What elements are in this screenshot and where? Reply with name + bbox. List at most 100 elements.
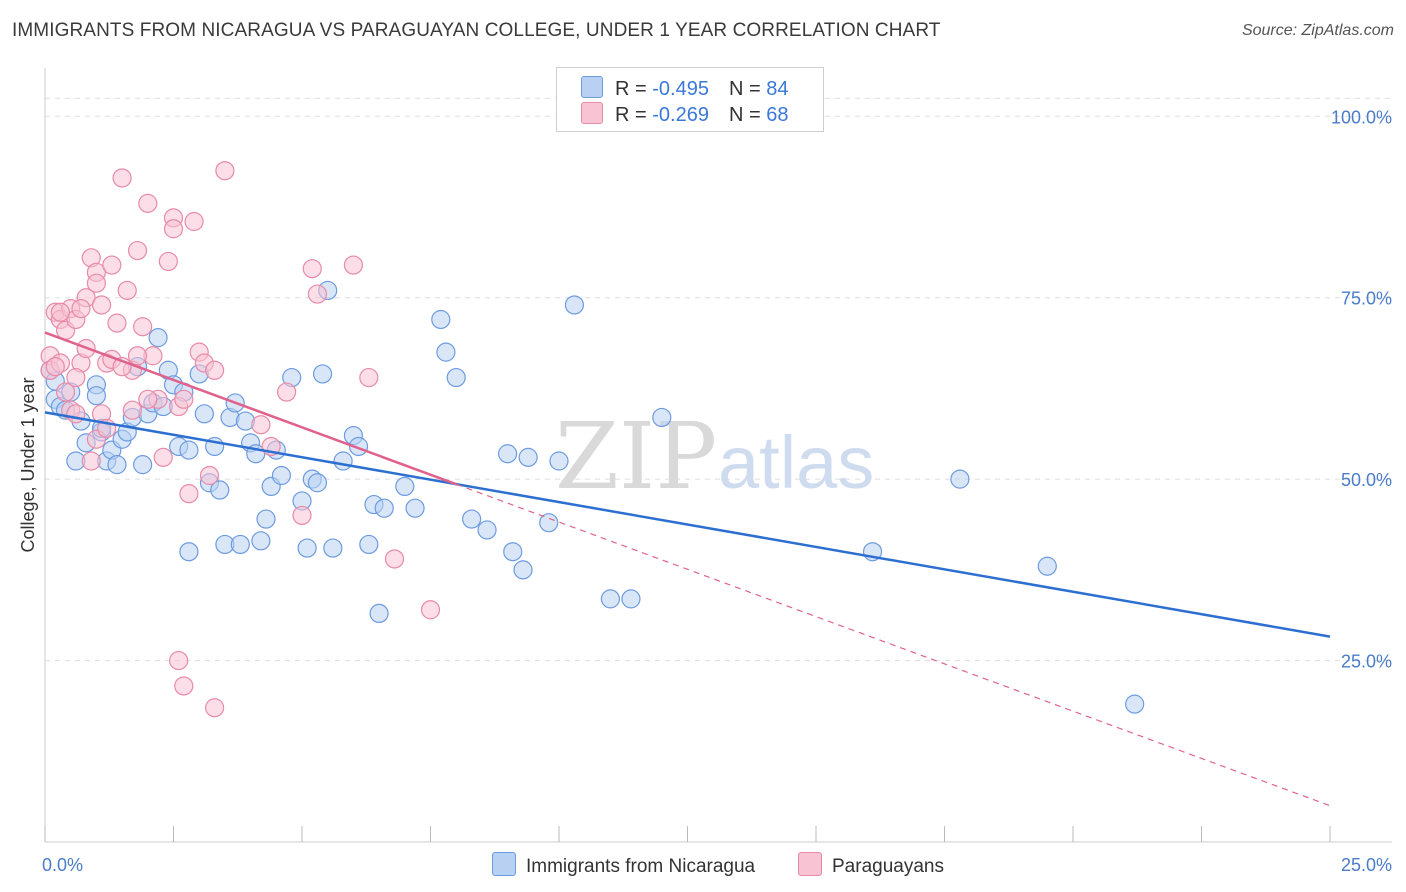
point-paraguayans-21 xyxy=(127,240,148,261)
point-paraguayans-14 xyxy=(91,295,112,315)
legend-r-value-1: -0.495 xyxy=(652,78,709,100)
point-nicaragua-9 xyxy=(86,386,107,406)
point-nicaragua-60 xyxy=(405,498,425,518)
point-nicaragua-55 xyxy=(359,534,379,555)
legend-row-paraguayans: R = -0.269 N = 68 xyxy=(581,102,788,128)
point-nicaragua-74 xyxy=(621,589,641,609)
bottom-legend-paraguayans: Paraguayans xyxy=(798,852,944,878)
point-paraguayans-45 xyxy=(343,255,363,275)
point-paraguayans-56 xyxy=(66,367,86,388)
point-nicaragua-52 xyxy=(333,451,353,471)
point-paraguayans-26 xyxy=(153,447,173,467)
grid-lines xyxy=(45,97,1392,662)
point-paraguayans-47 xyxy=(384,549,405,569)
chart-title: IMMIGRANTS FROM NICARAGUA VS PARAGUAYAN … xyxy=(12,20,941,41)
point-nicaragua-57 xyxy=(369,603,389,624)
trend-line-paraguayans-extension xyxy=(455,483,1331,807)
point-paraguayans-62 xyxy=(71,299,91,319)
point-nicaragua-72 xyxy=(564,295,585,315)
point-nicaragua-58 xyxy=(374,498,394,518)
tick-labels: 25.0% 50.0% 75.0% 100.0% 0.0% 25.0% xyxy=(42,107,1392,875)
point-paraguayans-38 xyxy=(215,161,235,181)
point-nicaragua-26 xyxy=(179,440,199,460)
point-paraguayans-67 xyxy=(122,400,142,420)
point-nicaragua-70 xyxy=(539,513,559,533)
bottom-legend-label-1: Immigrants from Nicaragua xyxy=(526,856,756,877)
point-nicaragua-66 xyxy=(498,444,518,464)
point-paraguayans-46 xyxy=(359,367,379,388)
point-nicaragua-64 xyxy=(462,509,482,529)
point-paraguayans-49 xyxy=(169,650,189,671)
point-nicaragua-62 xyxy=(436,342,456,362)
legend-row-nicaragua: R = -0.495 N = 84 xyxy=(581,76,788,102)
point-paraguayans-48 xyxy=(420,600,441,620)
point-paraguayans-60 xyxy=(138,389,158,409)
x-tick-label-1: 25.0% xyxy=(1341,855,1392,875)
point-nicaragua-71 xyxy=(549,451,569,471)
point-paraguayans-36 xyxy=(199,465,220,486)
point-paraguayans-61 xyxy=(50,302,71,322)
watermark: ZIP atlas xyxy=(555,403,874,510)
point-paraguayans-42 xyxy=(292,505,312,526)
axes xyxy=(44,68,1392,843)
point-nicaragua-49 xyxy=(312,364,333,384)
point-paraguayans-18 xyxy=(112,168,132,188)
point-paraguayans-59 xyxy=(127,346,148,366)
trend-lines xyxy=(44,331,1331,807)
point-nicaragua-75 xyxy=(652,407,672,428)
bottom-legend-nicaragua: Immigrants from Nicaragua xyxy=(492,852,755,878)
legend-n-label-1: N = xyxy=(728,78,767,100)
point-nicaragua-40 xyxy=(256,509,276,529)
y-tick-label-3: 100.0% xyxy=(1331,107,1392,127)
point-paraguayans-57 xyxy=(81,451,101,471)
point-paraguayans-66 xyxy=(66,404,86,424)
legend-n-label-2: N = xyxy=(728,104,767,126)
trend-line-paraguayans xyxy=(44,331,457,486)
point-nicaragua-73 xyxy=(600,589,621,609)
point-nicaragua-27 xyxy=(179,542,199,562)
point-paraguayans-65 xyxy=(55,382,76,402)
y-tick-label-1: 50.0% xyxy=(1341,470,1392,490)
point-paraguayans-43 xyxy=(302,259,322,279)
y-tick-label-2: 75.0% xyxy=(1341,289,1392,309)
legend-n-value-1: 84 xyxy=(766,78,789,100)
trend-line-nicaragua xyxy=(44,411,1331,638)
point-nicaragua-46 xyxy=(297,538,317,558)
bottom-legend-label-2: Paraguayans xyxy=(832,856,944,877)
point-paraguayans-31 xyxy=(174,389,194,409)
point-nicaragua-59 xyxy=(395,476,415,496)
point-nicaragua-32 xyxy=(210,480,230,500)
point-paraguayans-13 xyxy=(86,273,107,293)
point-paraguayans-19 xyxy=(117,280,137,301)
point-nicaragua-43 xyxy=(271,465,292,486)
series-paraguayans xyxy=(40,161,441,718)
point-paraguayans-16 xyxy=(102,255,122,275)
legend-r-value-2: -0.269 xyxy=(652,104,709,126)
point-nicaragua-51 xyxy=(323,538,343,558)
point-paraguayans-33 xyxy=(184,211,204,232)
point-paraguayans-23 xyxy=(138,193,158,213)
point-nicaragua-79 xyxy=(1125,694,1145,714)
chart-source: Source: ZipAtlas.com xyxy=(1241,22,1394,39)
y-axis-label: College, Under 1 year xyxy=(18,377,38,552)
point-nicaragua-67 xyxy=(503,542,523,562)
legend-swatch-pink xyxy=(581,102,603,124)
point-paraguayans-29 xyxy=(163,219,184,239)
point-nicaragua-68 xyxy=(513,560,533,580)
point-nicaragua-65 xyxy=(477,520,497,540)
watermark-atlas: atlas xyxy=(718,421,874,504)
point-nicaragua-39 xyxy=(251,531,271,551)
legend-r-label-1: R = xyxy=(615,78,653,100)
point-paraguayans-37 xyxy=(205,360,225,380)
legend-swatch-blue xyxy=(581,76,603,98)
point-nicaragua-13 xyxy=(107,455,127,475)
point-paraguayans-27 xyxy=(158,251,178,272)
legend-r-label-2: R = xyxy=(615,104,653,126)
point-nicaragua-61 xyxy=(431,309,451,330)
point-paraguayans-17 xyxy=(107,313,127,333)
bottom-swatch-pink xyxy=(798,852,822,876)
point-paraguayans-41 xyxy=(276,382,297,402)
watermark-zip: ZIP xyxy=(555,403,717,510)
point-paraguayans-22 xyxy=(133,317,153,337)
